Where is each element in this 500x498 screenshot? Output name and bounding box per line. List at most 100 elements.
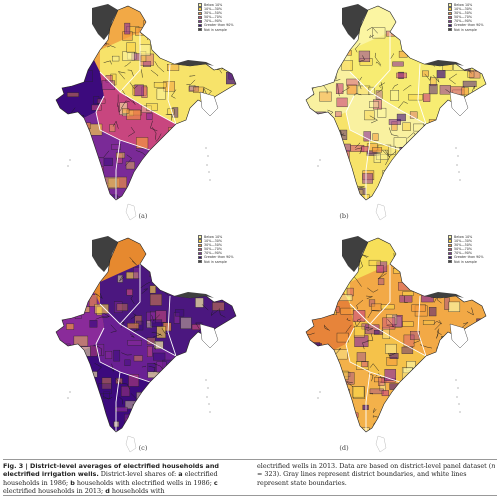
district: [173, 167, 182, 178]
district-boundary: [469, 117, 474, 121]
district: [224, 91, 236, 99]
district-boundary: [121, 89, 135, 104]
district: [368, 259, 381, 267]
legend-item: 30%—50%: [198, 243, 233, 247]
district-boundary: [152, 159, 160, 164]
caption-italic: n: [491, 462, 496, 470]
legend-item: 70%—90%: [198, 19, 233, 23]
district: [426, 141, 438, 149]
legend-label: 70%—90%: [204, 19, 222, 24]
state-boundary: [95, 343, 151, 383]
district-boundary: [362, 340, 369, 350]
district: [214, 387, 222, 394]
district: [431, 359, 444, 365]
district: [448, 349, 455, 360]
district-boundary: [457, 363, 460, 369]
district: [461, 87, 469, 96]
district: [125, 161, 135, 170]
district: [390, 396, 400, 402]
district-boundary: [176, 28, 183, 33]
district-boundary: [424, 285, 429, 293]
legend-swatch: [448, 15, 452, 19]
legend-item: 70%—90%: [448, 251, 483, 255]
district: [462, 52, 469, 63]
district-boundary: [121, 352, 132, 356]
district-boundary: [338, 384, 346, 387]
state-boundary: [369, 32, 391, 93]
district-boundary: [416, 414, 426, 429]
district-boundary: [377, 82, 384, 93]
district: [189, 85, 196, 91]
district: [128, 374, 140, 387]
district-boundary: [467, 141, 474, 150]
district-boundary: [103, 396, 113, 400]
district: [116, 153, 123, 164]
legend-label: Not in sample: [454, 27, 477, 32]
island-dot: [205, 379, 207, 381]
district: [154, 415, 162, 427]
district: [393, 422, 401, 432]
district: [157, 412, 167, 423]
district: [376, 149, 389, 160]
district-boundary: [369, 34, 375, 39]
district-boundary: [388, 127, 399, 137]
island-dot: [459, 179, 461, 181]
district: [203, 140, 209, 148]
district: [109, 124, 116, 132]
district: [68, 426, 75, 432]
legend-item: 10%—30%: [198, 239, 233, 243]
district-boundary: [192, 352, 199, 357]
district-boundary: [173, 173, 176, 181]
panel-label: (a): [138, 212, 148, 220]
district-boundary: [108, 363, 114, 372]
district-boundary: [166, 186, 168, 195]
district: [203, 120, 210, 131]
district: [73, 335, 89, 347]
district-boundary: [388, 352, 396, 357]
district-boundary: [394, 420, 401, 432]
district: [452, 272, 462, 278]
district: [124, 22, 131, 35]
legend-item: Greater than 90%: [198, 255, 233, 259]
caption-text: electrified households in 1986;: [3, 470, 218, 487]
district-boundary: [148, 365, 156, 373]
district: [133, 355, 143, 362]
district: [76, 346, 91, 357]
district: [343, 423, 354, 432]
state-boundary: [349, 71, 427, 125]
legend-swatch: [198, 235, 202, 239]
island-dot: [319, 159, 321, 161]
district: [335, 111, 342, 117]
district: [338, 389, 350, 396]
district-boundary: [434, 319, 442, 330]
district-boundary: [190, 140, 200, 147]
district-boundary: [156, 400, 164, 409]
legend-swatch: [448, 235, 452, 239]
district: [422, 70, 429, 77]
district: [433, 171, 441, 184]
district: [62, 119, 76, 131]
district: [115, 406, 128, 412]
district-boundary: [150, 120, 158, 132]
district: [340, 307, 354, 315]
district: [88, 180, 97, 189]
district-boundary: [70, 169, 78, 173]
district: [66, 323, 75, 330]
district-boundary: [471, 85, 475, 92]
district: [329, 190, 339, 196]
district-boundary: [159, 156, 174, 161]
district: [154, 429, 166, 432]
india-border: [305, 237, 487, 433]
district: [57, 343, 71, 351]
district: [462, 80, 477, 88]
district: [382, 326, 390, 339]
district-boundary: [129, 257, 137, 266]
state-boundary: [115, 371, 121, 432]
district: [386, 30, 396, 37]
district: [154, 259, 167, 265]
region-south: [334, 344, 400, 432]
district-boundary: [56, 142, 62, 150]
district: [81, 129, 89, 140]
district-boundary: [429, 164, 441, 168]
district: [90, 174, 96, 180]
